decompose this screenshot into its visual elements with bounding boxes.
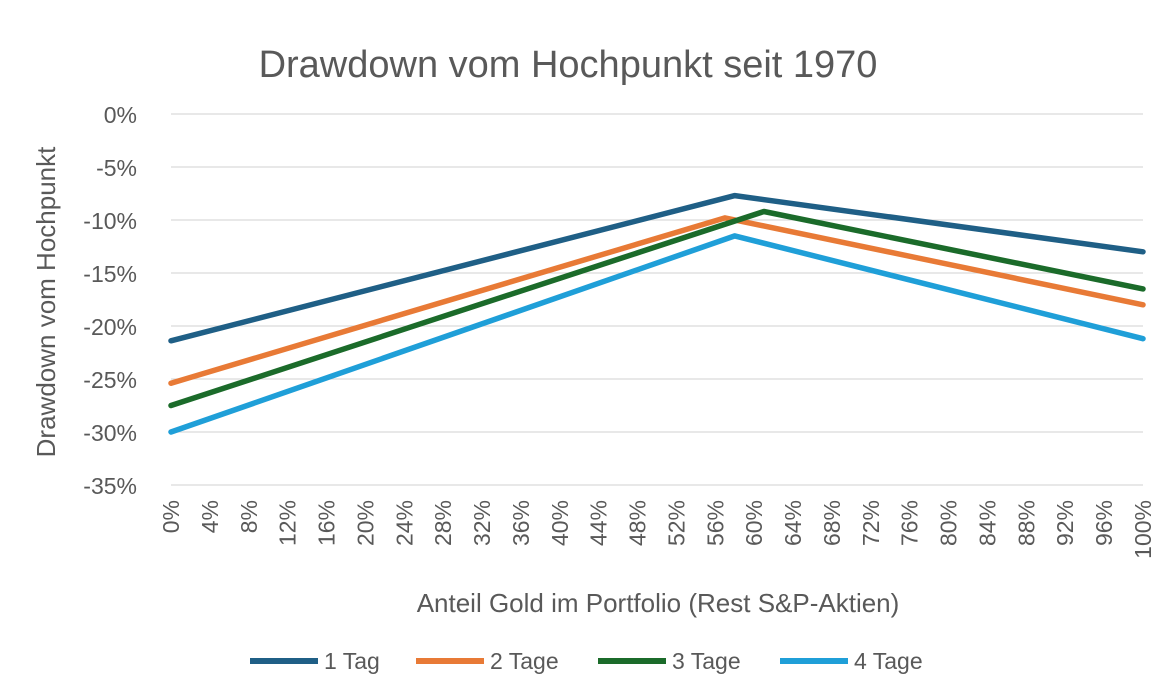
x-tick-label: 40% [547,500,573,546]
x-tick-label: 52% [663,500,689,546]
series-line [168,208,1146,409]
x-axis-label: Anteil Gold im Portfolio (Rest S&P-Aktie… [417,588,900,618]
gridlines [171,113,1143,486]
y-tick-label: -20% [83,314,137,340]
x-tick-label: 32% [469,500,495,546]
y-tick-label: -5% [96,155,137,181]
legend-label: 4 Tage [854,648,923,674]
y-tick-label: -30% [83,420,137,446]
x-tick-label: 76% [897,500,923,546]
y-tick-label: -15% [83,261,137,287]
x-tick-label: 96% [1091,500,1117,546]
y-tick-label: -10% [83,208,137,234]
series-line [168,233,1146,435]
x-tick-label: 20% [352,500,378,546]
legend-label: 1 Tag [324,648,380,674]
x-tick-label: 56% [702,500,728,546]
x-tick-label: 28% [430,500,456,546]
x-tick-label: 68% [819,500,845,546]
x-tick-label: 72% [858,500,884,546]
x-tick-label: 48% [625,500,651,546]
y-tick-label: -35% [83,473,137,499]
x-tick-label: 36% [508,500,534,546]
x-tick-label: 88% [1013,500,1039,546]
legend: 1 Tag 2 Tage 3 Tage 4 Tage [250,648,923,674]
y-tick-label: -25% [83,367,137,393]
x-tick-label: 64% [780,500,806,546]
series-line [168,192,1146,344]
x-tick-label: 12% [275,500,301,546]
x-tick-label: 80% [936,500,962,546]
x-tick-label: 0% [158,500,184,533]
legend-label: 2 Tage [490,648,559,674]
x-tick-label: 60% [741,500,767,546]
y-tick-label: 0% [104,102,137,128]
x-tick-label: 16% [314,500,340,546]
legend-label: 3 Tage [672,648,741,674]
x-tick-label: 4% [197,500,223,533]
x-tick-label: 100% [1130,500,1156,559]
x-tick-label: 44% [586,500,612,546]
x-tick-label: 92% [1052,500,1078,546]
series-line [168,215,1146,386]
x-tick-label: 84% [974,500,1000,546]
chart-title: Drawdown vom Hochpunkt seit 1970 [259,44,878,86]
y-axis-ticks: 0% -5% -10% -15% -20% -25% -30% -35% [83,102,137,499]
x-tick-label: 24% [391,500,417,546]
y-axis-label: Drawdown vom Hochpunkt [31,146,61,457]
series-lines [168,192,1146,435]
x-tick-label: 8% [236,500,262,533]
x-axis-ticks: 0% 4% 8% 12% 16% 20% 24% 28% 32% 36% 40% 44% 48% 52% 5… [158,500,1156,559]
